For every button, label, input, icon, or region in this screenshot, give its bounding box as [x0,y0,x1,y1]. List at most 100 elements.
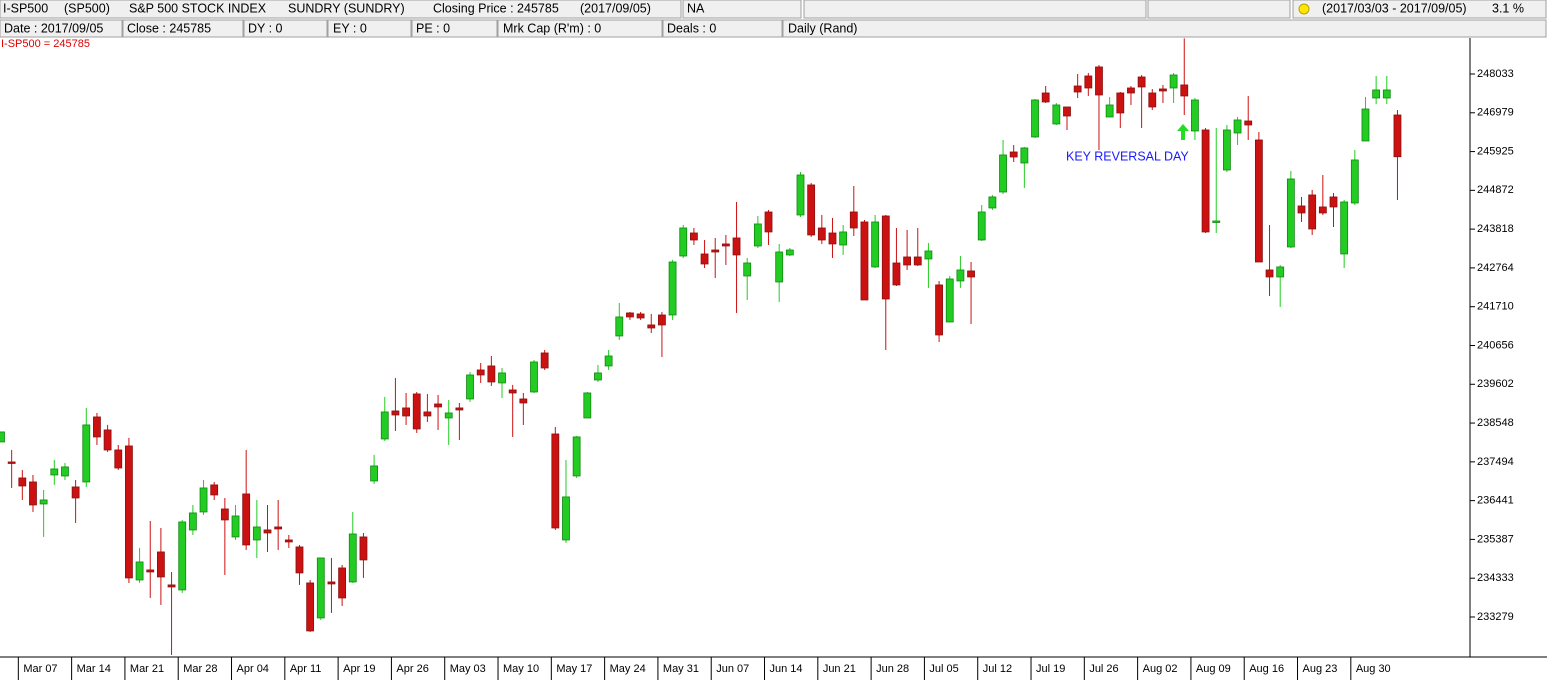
candle-body [178,521,187,591]
x-tick-label: May 24 [610,663,646,675]
candle-body [700,253,709,265]
candle-body [1223,129,1231,171]
header-cell [682,0,802,19]
candle-body [977,211,986,241]
x-tick-label: Apr 19 [343,663,375,675]
candle-body [146,569,155,573]
y-tick-label: 245925 [1477,145,1514,157]
x-tick-label: Mar 21 [130,663,164,675]
change: 3.1 % [1492,1,1524,15]
x-tick-label: May 10 [503,663,539,675]
candle-body [1020,147,1029,164]
candle-body [1191,99,1199,132]
candle-body [61,466,69,477]
x-tick-label: Jul 26 [1089,663,1118,675]
candle-body [540,352,549,369]
info-cell [411,19,498,38]
candle-body [103,429,112,451]
info-cell [243,19,328,38]
candle-body [1201,129,1210,233]
candle-body [316,557,325,619]
info-deals: Deals : 0 [667,21,716,35]
candle-body [1084,75,1093,89]
candle-body [839,231,848,246]
info-cell [327,19,412,38]
candle-body [167,584,176,588]
info-cell [122,19,244,38]
period: (2017/03/03 - 2017/09/05) [1322,1,1467,15]
candle-body [508,389,517,394]
x-tick-label: Jun 21 [823,663,856,675]
candle-body [626,312,634,318]
candle-body [956,269,965,282]
status: NA [687,1,705,15]
candle-body [1361,108,1370,142]
candle-body [913,256,922,266]
candle-body [231,515,240,538]
candle-body [1286,178,1295,248]
x-tick-label: Jun 28 [876,663,909,675]
candle-body [871,221,880,268]
annotation: KEY REVERSAL DAY [1066,149,1189,163]
candle-body [849,211,858,229]
candle-body [1340,201,1349,255]
candle-body [242,493,251,546]
candle-body [50,468,59,476]
y-tick-label: 241710 [1477,301,1514,313]
candle-body [572,436,581,477]
candle-body [636,313,645,319]
header-cell [803,0,1147,19]
candle-body [1372,89,1381,99]
info-cell [782,19,1547,38]
candle-body [1276,266,1285,278]
x-tick-label: Apr 11 [290,663,322,675]
candle-body [39,499,48,505]
candle-body [594,372,602,381]
candle-body [903,256,911,266]
candle-body [1159,88,1167,92]
info-pe: PE : 0 [416,21,450,35]
candle-body [1297,205,1306,214]
candle-body [135,561,144,581]
candle-body [306,582,315,632]
candle-body [1063,106,1071,117]
info-dy: DY : 0 [248,21,283,35]
header-cell [0,0,682,19]
candle-body [210,484,219,496]
x-tick-label: May 31 [663,663,699,675]
y-tick-label: 244872 [1477,184,1514,196]
candle-body [71,486,80,499]
candle-body [18,477,27,487]
candle-body [668,261,677,316]
candle-body [295,546,304,574]
candle-body [1105,104,1114,118]
candle-body [775,251,784,283]
candle-body [935,284,943,336]
info-row [0,19,1547,38]
candle-body [711,249,720,253]
candle-body [327,581,336,585]
x-tick-label: May 17 [556,663,592,675]
candle-body [807,184,816,236]
y-tick-label: 238548 [1477,417,1514,429]
candle-body [1212,220,1221,223]
x-tick-label: May 03 [450,663,486,675]
x-tick-label: Jul 05 [929,663,958,675]
candle-body [455,407,464,411]
candle-body [487,365,496,383]
x-tick-label: Aug 16 [1249,663,1284,675]
x-tick-label: Aug 09 [1196,663,1231,675]
candle-body [220,508,229,521]
candle-body [125,445,133,579]
info-mrkcap: Mrk Cap (R'm) : 0 [503,21,601,35]
candle-body [444,412,453,419]
y-tick-label: 234333 [1477,572,1514,584]
code: (SP500) [64,1,110,15]
candle-body [1233,119,1242,134]
info-cell [497,19,663,38]
candle-body [1350,159,1359,204]
candle-body [93,416,101,438]
x-tick-label: Jun 07 [716,663,749,675]
